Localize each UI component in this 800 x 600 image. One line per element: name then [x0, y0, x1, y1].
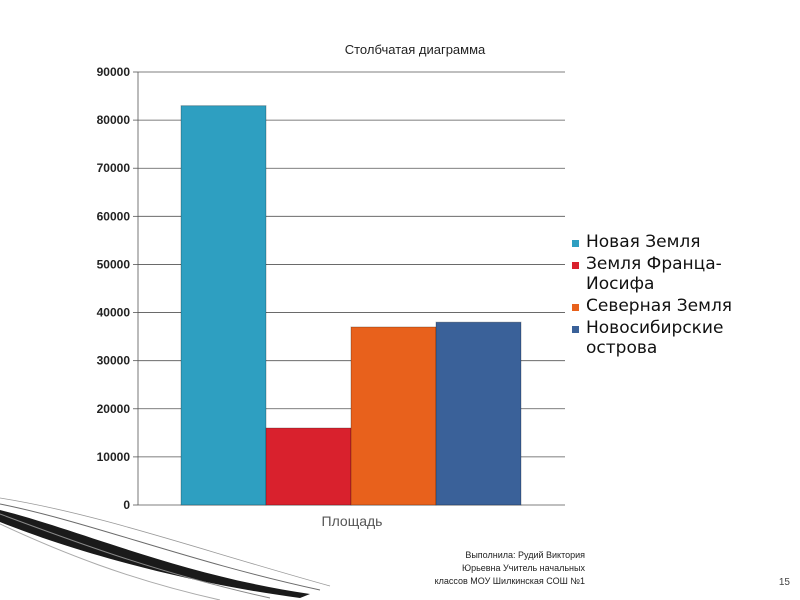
bar	[350, 326, 437, 506]
legend-label: Новая Земля	[586, 232, 701, 252]
author-footer: Выполнила: Рудий Виктория Юрьевна Учител…	[434, 550, 585, 586]
legend-label: Новосибирские острова	[586, 318, 724, 358]
x-axis-label: Площадь	[322, 513, 383, 529]
legend-item: Новая Земля	[572, 232, 772, 252]
legend-label: Северная Земля	[586, 296, 733, 316]
chart-legend: Новая Земля Земля Франца- Иосифа Северная …	[572, 232, 772, 360]
decorative-swoosh	[0, 497, 331, 600]
y-tick-label: 50000	[97, 257, 131, 271]
legend-item: Северная Земля	[572, 296, 772, 316]
y-tick-label: 90000	[97, 65, 131, 79]
slide-number: 15	[778, 577, 790, 588]
legend-swatch	[572, 304, 579, 311]
y-tick-label: 60000	[97, 209, 131, 223]
legend-item: Земля Франца- Иосифа	[572, 254, 772, 294]
y-tick-label: 0	[123, 498, 130, 512]
y-tick-label: 80000	[97, 113, 131, 127]
chart-title: Столбчатая диаграмма	[344, 42, 486, 57]
bar	[180, 105, 267, 506]
legend-swatch	[572, 326, 579, 333]
y-tick-label: 30000	[97, 354, 131, 368]
bar	[435, 321, 522, 506]
bar	[265, 427, 352, 506]
y-tick-labels: 0 10000 20000 30000 40000 50000 60000 70000 8000…	[97, 65, 131, 512]
y-tick-label: 20000	[97, 402, 131, 416]
legend-swatch	[572, 262, 579, 269]
y-tick-label: 40000	[97, 306, 131, 320]
y-tick-label: 10000	[97, 450, 131, 464]
legend-swatch	[572, 240, 579, 247]
y-tick-label: 70000	[97, 161, 131, 175]
legend-item: Новосибирские острова	[572, 318, 772, 358]
bars	[180, 105, 522, 506]
legend-label: Земля Франца- Иосифа	[586, 254, 722, 294]
